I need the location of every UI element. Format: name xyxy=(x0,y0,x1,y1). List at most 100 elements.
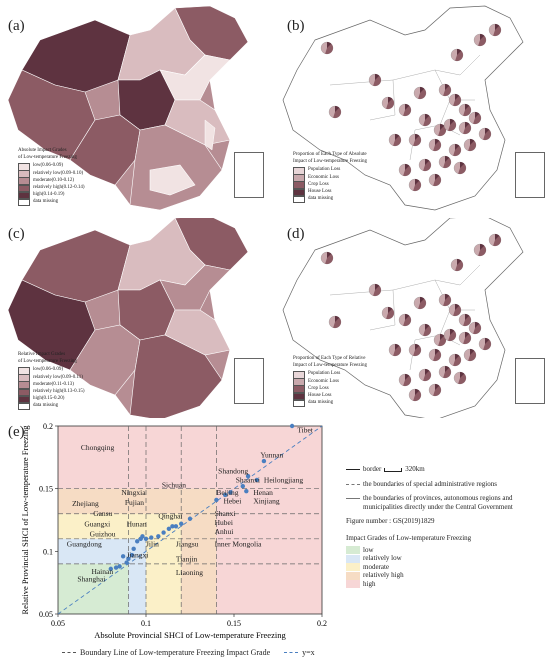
data-point xyxy=(131,546,136,552)
pie-glyph xyxy=(368,73,382,87)
pie-glyph xyxy=(428,348,442,362)
pie-glyph xyxy=(473,243,487,257)
pie-glyph xyxy=(320,41,334,55)
pie-glyph xyxy=(473,33,487,47)
data-point xyxy=(244,488,249,494)
legend-a-item: relatively low(0.09-0.10) xyxy=(18,170,85,178)
pie-glyph xyxy=(458,331,472,345)
legend-b-title-line2: Impact of Low-temperature Freezing xyxy=(293,158,367,164)
panel-a: (a) Absolute Impact Grades of Low-tempera… xyxy=(0,0,275,215)
data-point xyxy=(254,477,260,483)
south-china-sea-inset-b xyxy=(515,152,545,198)
legend-label: relatively high(0.13-0.15) xyxy=(33,389,85,395)
pie-glyph xyxy=(450,48,464,62)
legend-swatch xyxy=(18,191,30,200)
pie-glyph xyxy=(328,315,342,329)
point-label: Hunan xyxy=(127,519,147,528)
legend-a-item: moderate(0.10-0.12) xyxy=(18,177,85,185)
map-c xyxy=(7,218,249,418)
pie-glyph xyxy=(388,343,402,357)
legend-c-item: low(0.06-0.09) xyxy=(18,367,85,375)
special-boundaries-label: the boundaries of special administrative… xyxy=(363,479,497,488)
legend-swatch xyxy=(18,184,30,193)
legend-d-item: House Loss xyxy=(293,392,367,401)
y-tick-label: 0.15 xyxy=(39,485,53,494)
data-point xyxy=(187,516,193,521)
point-label: Guizhou xyxy=(90,529,116,538)
legend-d-item: data missing xyxy=(293,399,367,408)
pie-glyph xyxy=(428,173,442,187)
legend-swatch xyxy=(18,381,30,389)
pie-glyph xyxy=(443,118,457,132)
pie-glyph xyxy=(408,388,422,402)
data-point xyxy=(124,560,129,565)
pie-glyph xyxy=(468,321,482,335)
legend-a-title-line1: Absolute Impact Grades xyxy=(18,148,67,153)
border-label: border xyxy=(363,465,382,473)
legend-b: Proportion of Each Type of Absolute Impac… xyxy=(293,152,367,204)
panel-a-label: (a) xyxy=(8,18,25,34)
legend-swatch xyxy=(293,181,305,189)
legend-label: House Loss xyxy=(308,393,332,399)
pie-glyph xyxy=(413,296,427,310)
point-label: Shaanxi xyxy=(236,475,260,484)
pie-glyph xyxy=(418,368,432,382)
point-label: Hebei xyxy=(223,497,241,506)
data-point xyxy=(228,490,233,495)
point-label: Guangdong xyxy=(67,539,102,548)
pie-glyph xyxy=(448,353,462,367)
legend-b-title-line1: Proportion of Each Type of Absolute xyxy=(293,152,367,157)
pie-glyph xyxy=(408,133,422,147)
data-point xyxy=(117,564,122,569)
data-point xyxy=(156,534,161,539)
grade-label: relatively low xyxy=(363,554,402,563)
legend-a-item: high(0.14-0.19) xyxy=(18,191,85,200)
data-point xyxy=(240,483,245,489)
pie-glyph xyxy=(458,103,472,117)
yx-line-icon xyxy=(284,652,299,653)
province-line-icon xyxy=(346,498,360,499)
pie-glyph xyxy=(448,303,462,317)
legend-label: Economic Loss xyxy=(308,174,339,180)
legend-d-title-line2: Impact of Low-temperature Freezing xyxy=(293,362,367,368)
pie-glyph xyxy=(398,163,412,177)
boundary-dash-icon xyxy=(62,652,76,653)
grade-swatch xyxy=(346,571,360,580)
panel-c: (c) Relative Impact Grades of Low-tempera… xyxy=(0,218,275,418)
panel-d: (d) Proportion of Each Type of Relative I… xyxy=(275,218,550,418)
scale-bar-icon xyxy=(384,467,403,472)
grade-label: relatively high xyxy=(363,571,404,580)
data-point xyxy=(113,565,119,570)
pie-glyph xyxy=(328,105,342,119)
point-label: Tibet xyxy=(297,425,313,434)
province-label-1: the boundaries of provinces, autonomous … xyxy=(363,494,513,502)
pie-glyph xyxy=(463,348,477,362)
point-label: Ningxia xyxy=(121,488,146,497)
y-tick-label: 0.05 xyxy=(39,610,53,619)
pie-glyph xyxy=(443,328,457,342)
pie-glyph xyxy=(450,258,464,272)
legend-d-item: Crop Loss xyxy=(293,385,367,393)
legend-label: relatively high(0.12-0.14) xyxy=(33,185,85,191)
panel-b-label: (b) xyxy=(287,18,305,34)
legend-b-item: Population Loss xyxy=(293,167,367,175)
legend-c-title-line2: of Low-temperature Freezing xyxy=(18,358,77,364)
grade-label: moderate xyxy=(363,562,390,571)
figure-number: Figure number : GS(2019)1829 xyxy=(346,517,435,525)
legend-swatch xyxy=(18,402,30,411)
dashed-line-icon xyxy=(346,483,360,485)
pie-glyph xyxy=(463,138,477,152)
legend-label: Population Loss xyxy=(308,371,341,377)
legend-swatch xyxy=(293,174,305,182)
legend-d-item: Economic Loss xyxy=(293,378,367,386)
legend-swatch xyxy=(18,177,30,185)
data-point xyxy=(170,524,175,529)
legend-swatch xyxy=(293,399,305,408)
legend-b-item: data missing xyxy=(293,195,367,204)
legend-border-row: border 320km xyxy=(346,464,546,475)
map-d xyxy=(282,218,524,418)
legend-swatch xyxy=(293,371,305,379)
pie-glyph xyxy=(388,133,402,147)
legend-label: data missing xyxy=(308,196,334,202)
legend-b-item: Crop Loss xyxy=(293,181,367,189)
